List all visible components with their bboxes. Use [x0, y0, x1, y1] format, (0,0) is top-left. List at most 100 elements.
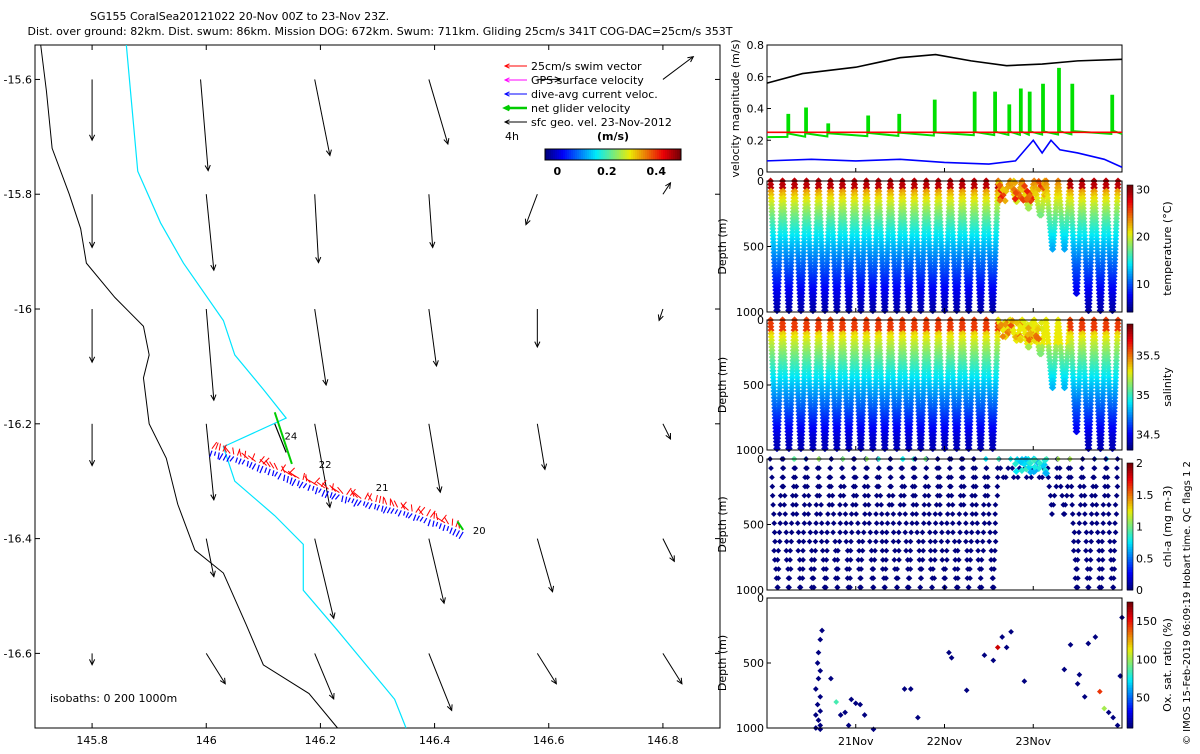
data-point [883, 566, 889, 572]
isobaths-label: isobaths: 0 200 1000m [50, 692, 177, 705]
data-point [871, 566, 877, 572]
data-point [900, 475, 906, 481]
data-point [901, 493, 907, 499]
data-point [879, 511, 885, 517]
data-point [777, 530, 783, 536]
data-point [944, 520, 950, 526]
data-point [835, 557, 841, 563]
data-point [927, 530, 933, 536]
data-point [956, 539, 962, 545]
data-point [913, 511, 919, 517]
data-point [945, 539, 951, 545]
data-point [986, 502, 992, 508]
data-point [813, 520, 819, 526]
legend-entry: 25cm/s swim vector [531, 60, 642, 73]
colorbar-tick-label: 34.5 [1136, 428, 1161, 441]
data-point [945, 530, 951, 536]
y-tick-label: -16.4 [4, 533, 32, 546]
track-day-label: 22 [319, 460, 332, 471]
data-point [993, 539, 999, 545]
colorbar-tick-label: 35 [1136, 389, 1150, 402]
data-point [829, 502, 835, 508]
data-point [813, 548, 819, 554]
data-point [831, 511, 837, 517]
data-point [891, 530, 897, 536]
data-point [956, 557, 962, 563]
data-point [923, 465, 929, 471]
data-point [945, 511, 951, 517]
data-point [950, 530, 956, 536]
data-point [824, 530, 830, 536]
legend-entry: GPS surface velocity [531, 74, 644, 87]
data-point [986, 511, 992, 517]
data-point [899, 465, 905, 471]
legend-entry: net glider velocity [531, 102, 631, 115]
data-point [984, 465, 990, 471]
x-tick-label: 146.6 [533, 734, 565, 747]
data-point [807, 520, 813, 526]
data-point [980, 539, 986, 545]
data-point [867, 530, 873, 536]
data-point [859, 557, 865, 563]
data-point [848, 557, 854, 563]
x-tick-label: 145.8 [76, 734, 108, 747]
data-point [933, 530, 939, 536]
data-point [939, 539, 945, 545]
data-point [995, 493, 1001, 499]
colorbar-tick-label: 35.5 [1136, 350, 1161, 363]
data-point [914, 520, 920, 526]
depth-ylabel: Depth (m) [716, 357, 729, 413]
data-point [771, 511, 777, 517]
data-point [963, 539, 969, 545]
data-point [837, 520, 843, 526]
data-point [800, 557, 806, 563]
data-point [782, 493, 788, 499]
data-point [802, 502, 808, 508]
y-tick-label: -15.6 [4, 73, 32, 86]
data-point [992, 548, 998, 554]
data-point [796, 530, 802, 536]
data-point [801, 530, 807, 536]
data-point [782, 511, 788, 517]
data-point [961, 493, 967, 499]
salinity-section-points [767, 316, 1122, 452]
data-point [816, 475, 822, 481]
depth-ylabel: Depth (m) [716, 218, 729, 274]
header-line2: Dist. over ground: 82km. Dist. swum: 86k… [28, 25, 733, 38]
data-point [956, 520, 962, 526]
data-point [780, 475, 786, 481]
data-point [924, 475, 930, 481]
data-point [818, 502, 824, 508]
data-point [884, 530, 890, 536]
data-point [888, 484, 894, 490]
colorbar-tick-label: 0 [554, 165, 562, 178]
data-point [830, 493, 836, 499]
data-point [901, 502, 907, 508]
data-point [807, 530, 813, 536]
data-point [920, 548, 926, 554]
data-point [944, 548, 950, 554]
colorbar-tick-label: 0.2 [597, 165, 617, 178]
data-point [979, 557, 985, 563]
colorbar-label: salinity [1161, 367, 1174, 407]
data-point [950, 520, 956, 526]
data-point [981, 530, 987, 536]
data-point [948, 484, 954, 490]
data-point [861, 530, 867, 536]
data-point [902, 511, 908, 517]
data-point [964, 530, 970, 536]
colorbar-tick-label: 0.4 [647, 165, 667, 178]
data-point [937, 511, 943, 517]
data-point [824, 557, 830, 563]
data-point [950, 511, 956, 517]
data-point [969, 530, 975, 536]
data-point [929, 585, 935, 591]
data-point [819, 530, 825, 536]
legend-entry: sfc geo. vel. 23-Nov-2012 [531, 116, 672, 129]
y-tick-label: 0.4 [747, 103, 765, 116]
data-point [841, 493, 847, 499]
x-tick-label: 146 [196, 734, 217, 747]
data-point [908, 530, 914, 536]
y-tick-label: 0 [757, 314, 764, 327]
